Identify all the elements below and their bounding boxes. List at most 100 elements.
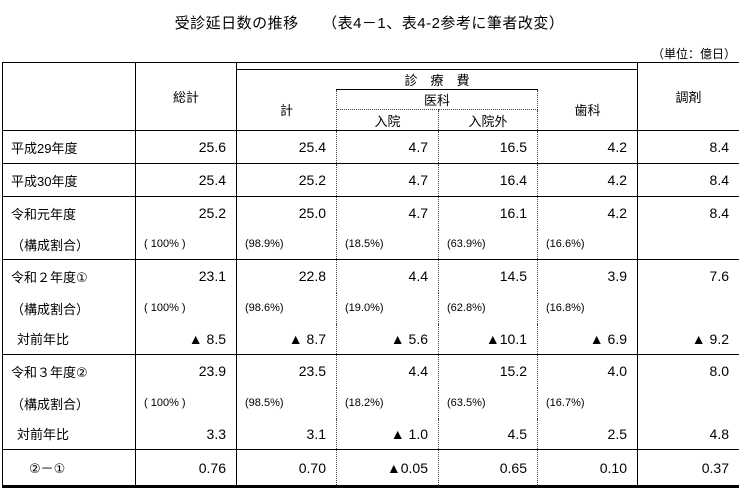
visit-days-table: 総計 調剤 診 療 費 計 医科 歯科 入院 入院外 平成29年度 25.6 2… [2, 62, 739, 488]
cell: (18.2%) [336, 387, 439, 419]
cell: (62.8%) [438, 292, 538, 324]
cell: 7.6 [637, 259, 739, 293]
cell: 8.4 [637, 130, 739, 164]
table-row: （構成割合） ( 100% ) (98.5%) (18.2%) (63.5%) … [2, 387, 739, 419]
header-soukei: 総計 [135, 62, 237, 131]
cell: ▲ 5.6 [336, 323, 439, 355]
cell [638, 293, 739, 324]
row-label: 令和元年度 [2, 196, 136, 230]
page-title: 受診延日数の推移 （表4－1、表4-2参考に筆者改変） [174, 15, 565, 32]
cell: 4.0 [537, 354, 638, 388]
row-label: 対前年比 [2, 323, 136, 355]
cell: 16.1 [438, 196, 538, 230]
cell: 0.65 [438, 449, 538, 487]
cell: ▲ 8.7 [236, 323, 337, 355]
cell: 0.10 [537, 449, 638, 487]
row-label: （構成割合） [2, 387, 136, 419]
cell: (98.6%) [236, 292, 337, 324]
cell: 4.2 [537, 130, 638, 164]
cell: 0.37 [637, 449, 739, 487]
cell: 8.4 [637, 196, 739, 230]
cell: 16.4 [438, 163, 538, 197]
unit-note: （単位：億日） [651, 47, 736, 61]
cell: 14.5 [438, 259, 538, 293]
cell: 4.8 [709, 425, 729, 442]
header-row-label-cell [2, 62, 136, 131]
cell: 16.5 [438, 130, 538, 164]
cell: 8.0 [637, 354, 739, 388]
cell: 4.5 [438, 418, 538, 450]
header-ika: 医科 [336, 89, 538, 110]
row-label: 令和３年度② [2, 354, 136, 388]
cell: ▲10.1 [438, 323, 538, 355]
cell: (63.5%) [438, 387, 538, 419]
table-row: 令和２年度① 23.1 22.8 4.4 14.5 3.9 7.6 [2, 259, 739, 293]
table-row: 令和元年度 25.2 25.0 4.7 16.1 4.2 8.4 [2, 196, 739, 230]
header-nyuingai: 入院外 [438, 109, 538, 131]
cell: 25.2 [135, 196, 237, 230]
table-body: 平成29年度 25.6 25.4 4.7 16.5 4.2 8.4 平成30年度… [2, 130, 739, 487]
row-label: 平成30年度 [2, 163, 136, 197]
cell: (19.0%) [336, 292, 439, 324]
cell: ▲ 8.5 [135, 323, 237, 355]
cell: (16.6%) [537, 229, 638, 260]
cell: 25.0 [236, 196, 337, 230]
cell: (16.8%) [537, 292, 638, 324]
cell: 4.7 [336, 130, 439, 164]
cell: 25.4 [135, 163, 237, 197]
cell: 4.7 [336, 163, 439, 197]
header-shika: 歯科 [537, 89, 638, 131]
cell: ▲0.05 [336, 449, 439, 487]
cell: ▲ 1.0 [336, 418, 439, 450]
cell: ▲ 6.9 [537, 323, 638, 355]
table-row: 対前年比 3.3 3.1 ▲ 1.0 4.5 2.5 4.8 [2, 418, 739, 450]
cell: 0.76 [135, 449, 237, 487]
cell: 4.4 [336, 354, 439, 388]
table-row: 平成29年度 25.6 25.4 4.7 16.5 4.2 8.4 [2, 130, 739, 164]
cell [638, 230, 739, 260]
cell: 4.2 [537, 196, 638, 230]
row-label: 対前年比 [2, 418, 136, 450]
cell: ( 100% ) [135, 387, 237, 419]
cell: 25.2 [236, 163, 337, 197]
row-label: 平成29年度 [2, 130, 136, 164]
table-row: （構成割合） ( 100% ) (98.6%) (19.0%) (62.8%) … [2, 292, 739, 324]
cell: 4.4 [336, 259, 439, 293]
cell: 23.5 [236, 354, 337, 388]
cell: 3.3 [135, 418, 237, 450]
cell: ( 100% ) [135, 229, 237, 260]
table-row: 対前年比 ▲ 8.5 ▲ 8.7 ▲ 5.6 ▲10.1 ▲ 6.9 ▲ 9.2 [2, 323, 739, 355]
header-gap-cell [236, 62, 638, 70]
cell: (16.7%) [537, 387, 638, 419]
cell: 25.6 [135, 130, 237, 164]
table-row: （構成割合） ( 100% ) (98.9%) (18.5%) (63.9%) … [2, 229, 739, 260]
cell: (18.5%) [336, 229, 439, 260]
cell: 8.4 [637, 163, 739, 197]
cell: 25.4 [236, 130, 337, 164]
cell: 2.5 [537, 418, 638, 450]
table-row: ②－① 0.76 0.70 ▲0.05 0.65 0.10 0.37 [2, 449, 739, 487]
header-kei: 計 [236, 89, 337, 131]
table-row: 平成30年度 25.4 25.2 4.7 16.4 4.2 8.4 [2, 163, 739, 197]
cell: 4.2 [537, 163, 638, 197]
cell: 4.7 [336, 196, 439, 230]
table-header: 総計 調剤 診 療 費 計 医科 歯科 入院 入院外 [2, 62, 739, 131]
cell: ( 100% ) [135, 292, 237, 324]
row-label: （構成割合） [2, 292, 136, 324]
row-label: 令和２年度① [2, 259, 136, 293]
cell: 15.2 [438, 354, 538, 388]
cell: 0.70 [236, 449, 337, 487]
header-nyuin: 入院 [336, 109, 439, 131]
row-label: ②－① [2, 449, 136, 487]
cell: (98.9%) [236, 229, 337, 260]
header-chozai: 調剤 [675, 90, 702, 105]
cell: (63.9%) [438, 229, 538, 260]
header-shinryohi: 診 療 費 [236, 69, 638, 90]
cell [638, 388, 739, 419]
cell: 23.1 [135, 259, 237, 293]
cell: 22.8 [236, 259, 337, 293]
cell: ▲ 9.2 [691, 330, 729, 347]
cell: 23.9 [135, 354, 237, 388]
table-row: 令和３年度② 23.9 23.5 4.4 15.2 4.0 8.0 [2, 354, 739, 388]
